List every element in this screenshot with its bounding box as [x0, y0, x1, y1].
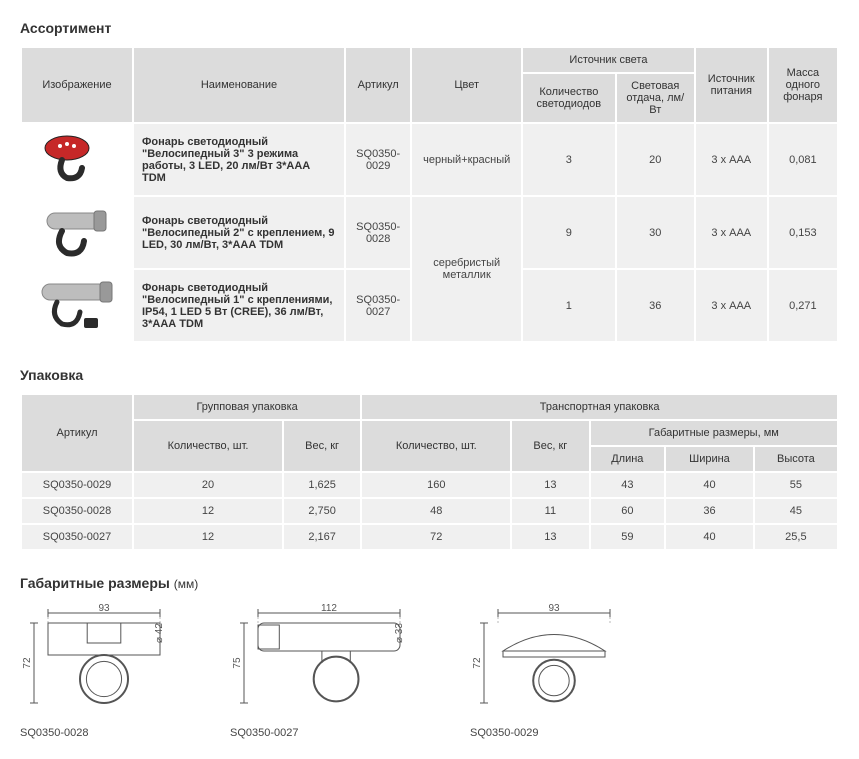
- cell-color: черный+красный: [412, 124, 521, 195]
- th-p-tqty: Количество, шт.: [362, 421, 510, 471]
- cell-tqty: 72: [362, 525, 510, 549]
- table-row: Фонарь светодиодный "Велосипедный 3" 3 р…: [22, 124, 837, 195]
- svg-text:⌀ 33: ⌀ 33: [394, 623, 405, 643]
- cell-article: SQ0350-0028: [22, 499, 132, 523]
- cell-article: SQ0350-0028: [346, 197, 410, 268]
- th-article: Артикул: [346, 48, 410, 122]
- th-p-transport: Транспортная упаковка: [362, 395, 837, 419]
- dimensions-title-text: Габаритные размеры: [20, 575, 170, 591]
- cell-tw: 13: [512, 473, 588, 497]
- diagrams-row: 93 72 ⌀ 42 SQ0350-0028 112 75: [20, 601, 839, 739]
- cell-tw: 13: [512, 525, 588, 549]
- cell-hei: 25,5: [755, 525, 837, 549]
- cell-hei: 55: [755, 473, 837, 497]
- cell-wid: 36: [666, 499, 753, 523]
- cell-color: серебристый металлик: [412, 197, 521, 341]
- th-color: Цвет: [412, 48, 521, 122]
- th-p-gqty: Количество, шт.: [134, 421, 282, 471]
- cell-mass: 0,153: [769, 197, 837, 268]
- cell-image: [22, 197, 132, 268]
- cell-lumen: 30: [617, 197, 694, 268]
- cell-tqty: 160: [362, 473, 510, 497]
- th-image: Изображение: [22, 48, 132, 122]
- cell-name: Фонарь светодиодный "Велосипедный 2" с к…: [134, 197, 344, 268]
- cell-len: 59: [591, 525, 665, 549]
- cell-article: SQ0350-0027: [22, 525, 132, 549]
- cell-image: [22, 270, 132, 341]
- svg-text:72: 72: [22, 657, 33, 669]
- th-p-wid: Ширина: [666, 447, 753, 471]
- dimension-diagram: 112 75 ⌀ 33 SQ0350-0027: [230, 601, 410, 739]
- cell-lumen: 36: [617, 270, 694, 341]
- dimensions-unit: (мм): [174, 577, 199, 591]
- th-p-tw: Вес, кг: [512, 421, 588, 471]
- cell-image: [22, 124, 132, 195]
- dimension-diagram: 93 72 ⌀ 42 SQ0350-0028: [20, 601, 170, 739]
- cell-name: Фонарь светодиодный "Велосипедный 3" 3 р…: [134, 124, 344, 195]
- dimension-diagram: 93 72 SQ0350-0029: [470, 601, 620, 739]
- th-p-hei: Высота: [755, 447, 837, 471]
- table-row: SQ0350-0029 20 1,625 160 13 43 40 55: [22, 473, 837, 497]
- cell-mass: 0,081: [769, 124, 837, 195]
- svg-text:75: 75: [232, 657, 243, 669]
- cell-wid: 40: [666, 525, 753, 549]
- table-row: SQ0350-0027 12 2,167 72 13 59 40 25,5: [22, 525, 837, 549]
- cell-gqty: 20: [134, 473, 282, 497]
- svg-text:72: 72: [472, 657, 483, 669]
- th-name: Наименование: [134, 48, 344, 122]
- cell-gw: 2,750: [284, 499, 360, 523]
- diagram-label: SQ0350-0028: [20, 727, 89, 739]
- cell-gw: 2,167: [284, 525, 360, 549]
- cell-gqty: 12: [134, 499, 282, 523]
- cell-lumen: 20: [617, 124, 694, 195]
- assortment-title: Ассортимент: [20, 20, 839, 36]
- cell-hei: 45: [755, 499, 837, 523]
- packaging-title: Упаковка: [20, 367, 839, 383]
- cell-leds: 1: [523, 270, 615, 341]
- cell-gqty: 12: [134, 525, 282, 549]
- cell-power: 3 х ААА: [696, 124, 767, 195]
- diagram-label: SQ0350-0027: [230, 727, 299, 739]
- cell-tw: 11: [512, 499, 588, 523]
- svg-text:93: 93: [548, 603, 560, 614]
- th-p-article: Артикул: [22, 395, 132, 471]
- table-row: Фонарь светодиодный "Велосипедный 2" с к…: [22, 197, 837, 268]
- th-light-source: Источник света: [523, 48, 694, 72]
- cell-leds: 9: [523, 197, 615, 268]
- th-p-dims: Габаритные размеры, мм: [591, 421, 838, 445]
- cell-gw: 1,625: [284, 473, 360, 497]
- th-p-gw: Вес, кг: [284, 421, 360, 471]
- cell-article: SQ0350-0029: [22, 473, 132, 497]
- packaging-table: Артикул Групповая упаковка Транспортная …: [20, 393, 839, 551]
- th-power: Источник питания: [696, 48, 767, 122]
- cell-len: 60: [591, 499, 665, 523]
- cell-article: SQ0350-0027: [346, 270, 410, 341]
- cell-wid: 40: [666, 473, 753, 497]
- cell-mass: 0,271: [769, 270, 837, 341]
- svg-text:112: 112: [321, 603, 337, 614]
- cell-article: SQ0350-0029: [346, 124, 410, 195]
- svg-text:93: 93: [98, 603, 110, 614]
- th-lumen: Световая отдача, лм/Вт: [617, 74, 694, 122]
- th-led-count: Количество светодиодов: [523, 74, 615, 122]
- diagram-label: SQ0350-0029: [470, 727, 539, 739]
- cell-len: 43: [591, 473, 665, 497]
- th-mass: Масса одного фонаря: [769, 48, 837, 122]
- cell-power: 3 х ААА: [696, 197, 767, 268]
- cell-name: Фонарь светодиодный "Велосипедный 1" с к…: [134, 270, 344, 341]
- cell-leds: 3: [523, 124, 615, 195]
- dimensions-title: Габаритные размеры (мм): [20, 575, 839, 591]
- table-row: SQ0350-0028 12 2,750 48 11 60 36 45: [22, 499, 837, 523]
- cell-tqty: 48: [362, 499, 510, 523]
- th-p-group: Групповая упаковка: [134, 395, 360, 419]
- cell-power: 3 х ААА: [696, 270, 767, 341]
- assortment-table: Изображение Наименование Артикул Цвет Ис…: [20, 46, 839, 343]
- th-p-len: Длина: [591, 447, 665, 471]
- svg-text:⌀ 42: ⌀ 42: [154, 623, 165, 643]
